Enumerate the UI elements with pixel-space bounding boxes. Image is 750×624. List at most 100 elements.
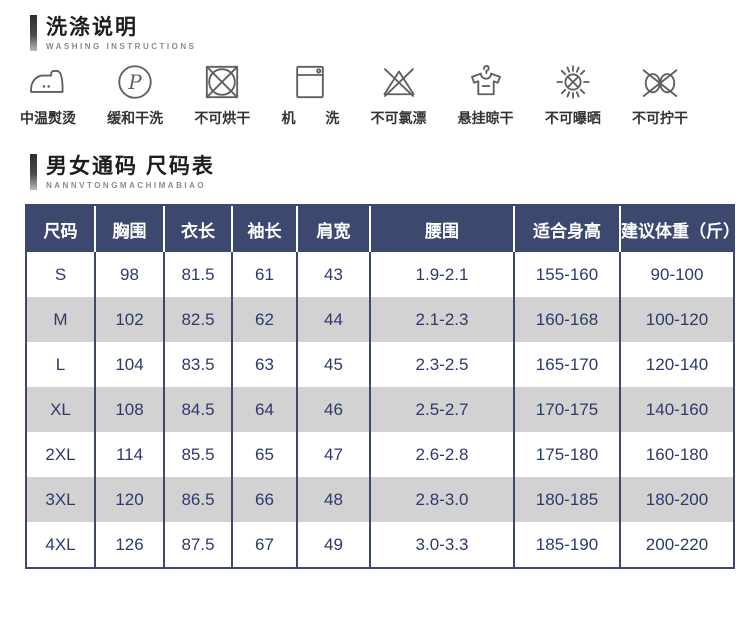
measurement-cell: 200-220 [619, 522, 733, 568]
care-item-no-bleach: 不可氯漂 [371, 61, 427, 128]
no-tumble-dry-icon [206, 66, 239, 99]
column-header: 建议体重（斤） [619, 206, 740, 253]
measurement-cell: 45 [296, 342, 369, 388]
size-chart-section: 男女通码 尺码表 NANNVTONGMACHIMABIAO 尺码 胸围 衣长 袖长 肩宽… [0, 154, 750, 570]
size-chart-title: 男女通码 尺码表 [46, 155, 215, 179]
measurement-cell: 108 [94, 387, 163, 433]
measurement-cell: 180-200 [619, 477, 733, 523]
measurement-cell: 85.5 [163, 432, 231, 478]
measurement-cell: 2.6-2.8 [369, 432, 513, 478]
measurement-cell: 98 [94, 252, 163, 298]
care-item-machine-wash: 机 洗 [281, 61, 339, 128]
measurement-cell: 81.5 [163, 252, 231, 298]
size-table-body: S 98 81.5 61 43 1.9-2.1 155-160 90-100 M 102 82.5 6… [27, 252, 733, 568]
table-row: S 98 81.5 61 43 1.9-2.1 155-160 90-100 [27, 252, 733, 298]
size-label-cell: 2XL [45, 444, 76, 464]
size-label-cell: 3XL [45, 489, 76, 509]
measurement-cell: 65 [231, 432, 296, 478]
measurement-cell: 43 [296, 252, 369, 298]
no-bleach-icon [382, 68, 415, 98]
table-row: 3XL 120 86.5 66 48 2.8-3.0 180-185 180-200 [27, 477, 733, 523]
measurement-cell: 120-140 [619, 342, 733, 388]
size-table-head-row: 尺码 胸围 衣长 袖长 肩宽 腰围 适合身高 建议体重（斤） [27, 206, 740, 253]
size-chart-subtitle: NANNVTONGMACHIMABIAO [46, 181, 207, 191]
measurement-cell: 64 [231, 387, 296, 433]
size-label-cell: XL [50, 399, 71, 419]
size-table-wrap: 尺码 胸围 衣长 袖长 肩宽 腰围 适合身高 建议体重（斤） S 98 81.5 61 43 1.9-2… [25, 204, 740, 570]
care-symbols-row: 中温熨烫 P 缓和干洗 不可烘干 [20, 61, 688, 128]
care-item-label: 机 洗 [281, 110, 340, 127]
care-item-no-wring: 不可拧干 [632, 61, 688, 128]
care-item-no-tumble-dry: 不可烘干 [194, 61, 250, 128]
no-wring-icon [642, 69, 678, 98]
care-item-label: 不可曝晒 [544, 110, 601, 127]
measurement-cell: 2.3-2.5 [369, 342, 513, 388]
size-table: 尺码 胸围 衣长 袖长 肩宽 腰围 适合身高 建议体重（斤） S 98 81.5 61 43 1.9-2… [25, 204, 740, 570]
measurement-cell: 185-190 [513, 522, 619, 568]
measurement-cell: 120 [94, 477, 163, 523]
care-item-label: 不可氯漂 [370, 110, 427, 127]
washing-instructions-section: 洗涤说明 WASHING INSTRUCTIONS 中温熨烫 P [0, 15, 750, 128]
svg-text:P: P [127, 71, 142, 94]
care-item-dry-clean: P 缓和干洗 [107, 61, 163, 128]
measurement-cell: 3.0-3.3 [369, 522, 513, 568]
size-label-cell: L [55, 354, 66, 374]
section-accent-bar [30, 154, 37, 191]
column-header: 适合身高 [513, 206, 619, 253]
measurement-cell: 62 [231, 297, 296, 343]
measurement-cell: 160-168 [513, 297, 619, 343]
measurement-cell: 90-100 [619, 252, 733, 298]
no-sun-icon [556, 65, 590, 99]
size-label-cell: S [54, 264, 67, 284]
measurement-cell: 2.1-2.3 [369, 297, 513, 343]
care-item-label: 悬挂晾干 [457, 110, 514, 127]
care-item-hang-dry: 悬挂晾干 [458, 61, 514, 128]
measurement-cell: 86.5 [163, 477, 231, 523]
measurement-cell: 63 [231, 342, 296, 388]
measurement-cell: 47 [296, 432, 369, 478]
care-item-label: 缓和干洗 [107, 110, 164, 127]
care-item-label: 不可拧干 [631, 110, 688, 127]
column-header: 肩宽 [296, 206, 369, 253]
measurement-cell: 46 [296, 387, 369, 433]
column-header: 衣长 [163, 206, 231, 253]
measurement-cell: 44 [296, 297, 369, 343]
measurement-cell: 100-120 [619, 297, 733, 343]
washing-section-subtitle: WASHING INSTRUCTIONS [46, 42, 197, 52]
machine-wash-icon [296, 66, 325, 99]
care-item-label: 不可烘干 [194, 110, 251, 127]
table-row: 4XL 126 87.5 67 49 3.0-3.3 185-190 200-220 [27, 522, 733, 568]
washing-section-header: 洗涤说明 WASHING INSTRUCTIONS [30, 15, 750, 52]
measurement-cell: 82.5 [163, 297, 231, 343]
measurement-cell: 83.5 [163, 342, 231, 388]
table-row: L 104 83.5 63 45 2.3-2.5 165-170 120-140 [27, 342, 733, 388]
size-label-cell: 4XL [45, 534, 76, 554]
care-item-label: 中温熨烫 [20, 110, 76, 127]
measurement-cell: 84.5 [163, 387, 231, 433]
dry-clean-p-icon: P [118, 65, 152, 99]
measurement-cell: 48 [296, 477, 369, 523]
table-row: 2XL 114 85.5 65 47 2.6-2.8 175-180 160-180 [27, 432, 733, 478]
column-header: 腰围 [369, 206, 513, 253]
measurement-cell: 2.8-3.0 [369, 477, 513, 523]
hang-dry-icon [470, 65, 501, 96]
measurement-cell: 1.9-2.1 [369, 252, 513, 298]
measurement-cell: 104 [94, 342, 163, 388]
measurement-cell: 66 [231, 477, 296, 523]
size-label-cell: M [53, 309, 68, 329]
measurement-cell: 165-170 [513, 342, 619, 388]
table-row: M 102 82.5 62 44 2.1-2.3 160-168 100-120 [27, 297, 733, 343]
measurement-cell: 67 [231, 522, 296, 568]
measurement-cell: 155-160 [513, 252, 619, 298]
section-accent-bar [30, 15, 37, 52]
measurement-cell: 170-175 [513, 387, 619, 433]
measurement-cell: 87.5 [163, 522, 231, 568]
measurement-cell: 175-180 [513, 432, 619, 478]
size-chart-header: 男女通码 尺码表 NANNVTONGMACHIMABIAO [30, 154, 750, 191]
measurement-cell: 126 [94, 522, 163, 568]
measurement-cell: 2.5-2.7 [369, 387, 513, 433]
measurement-cell: 61 [231, 252, 296, 298]
iron-medium-icon [30, 70, 64, 94]
care-item-no-sun: 不可曝晒 [545, 61, 601, 128]
